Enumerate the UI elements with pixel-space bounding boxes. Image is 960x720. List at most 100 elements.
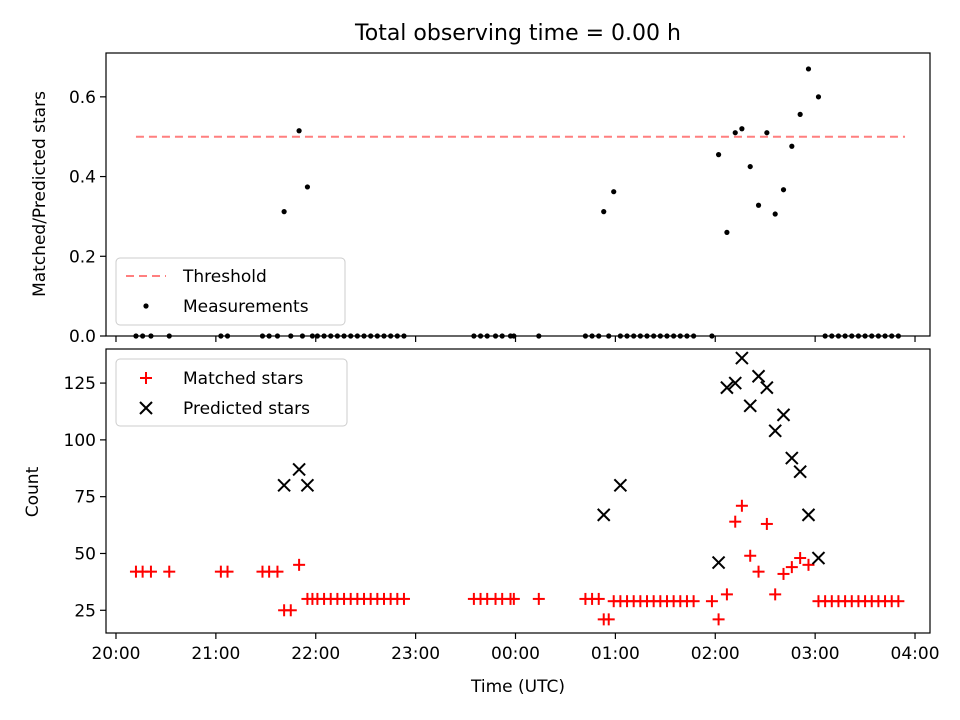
matched-star-point — [271, 565, 284, 578]
chart-title: Total observing time = 0.00 h — [354, 21, 681, 46]
top-y-tick-label: 0.2 — [69, 247, 96, 267]
bottom-plot-frame — [105, 348, 931, 634]
x-tick-label: 01:00 — [591, 644, 640, 664]
matched-star-point — [760, 517, 773, 530]
predicted-star-point — [277, 478, 291, 493]
measurement-point — [780, 187, 787, 193]
bottom-y-tick-label: 25 — [74, 601, 96, 621]
matched-star-point — [592, 592, 605, 605]
matched-star-point — [720, 588, 733, 601]
bottom-panel: 25 50 75 100 125 20:00 21:00 22:00 23:00 00:00 01… — [23, 348, 940, 697]
x-tick-label: 23:00 — [391, 644, 440, 664]
matched-star-point — [777, 567, 790, 580]
legend-predicted-label: Predicted stars — [183, 399, 310, 419]
predicted-star-point — [785, 451, 799, 465]
predicted-star-point — [597, 508, 611, 522]
matched-star-point — [144, 565, 157, 578]
predicted-star-point — [793, 464, 807, 479]
matched-star-point — [284, 604, 297, 617]
matched-star-point — [712, 613, 725, 626]
top-legend-box — [115, 257, 346, 326]
predicted-star-point — [711, 555, 726, 570]
predicted-star-point — [801, 508, 816, 522]
legend-measurements-swatch — [143, 303, 149, 309]
predicted-star-point — [776, 408, 791, 422]
matched-star-point — [802, 558, 815, 571]
predicted-star-point — [768, 424, 782, 438]
measurement-point — [772, 211, 778, 217]
top-plot-frame — [105, 52, 931, 337]
top-panel: 0.0 0.2 0.4 0.6 Matched/Predicted stars Thr… — [30, 52, 931, 347]
predicted-star-point — [292, 462, 306, 477]
bottom-y-tick-label: 50 — [74, 544, 96, 564]
measurement-point — [715, 152, 722, 158]
matched-star-point — [769, 588, 782, 601]
legend-threshold-label: Threshold — [182, 267, 267, 287]
predicted-star-point — [735, 351, 749, 365]
bottom-x-ticks: 20:00 21:00 22:00 23:00 00:00 01:00 02:00 03:00… — [91, 633, 940, 664]
bottom-y-tick-label: 100 — [64, 431, 96, 451]
matched-star-point — [293, 558, 306, 571]
measurement-point — [805, 66, 812, 72]
matched-star-point — [221, 565, 234, 578]
predicted-star-point — [728, 376, 742, 390]
matched-star-point — [397, 592, 410, 605]
matched-star-point — [163, 565, 176, 578]
legend-matched-swatch — [140, 372, 152, 384]
measurement-point — [281, 209, 287, 215]
matched-star-point — [687, 595, 700, 608]
matched-star-point — [785, 561, 798, 574]
matched-star-point — [735, 499, 748, 512]
measurement-point — [732, 130, 738, 136]
legend-matched-label: Matched stars — [183, 369, 303, 389]
legend-predicted-swatch — [139, 401, 153, 415]
predicted-star-point — [760, 380, 774, 395]
measurement-point — [755, 202, 762, 208]
matched-star-point — [744, 549, 757, 562]
x-tick-label: 22:00 — [291, 644, 340, 664]
measurement-point — [739, 126, 745, 132]
x-tick-label: 02:00 — [691, 644, 740, 664]
matched-star-point — [892, 595, 905, 608]
predicted-star-point — [751, 369, 766, 383]
x-tick-label: 04:00 — [891, 644, 940, 664]
matched-star-point — [507, 592, 520, 605]
matched-star-point — [602, 613, 615, 626]
legend-measurements-label: Measurements — [183, 297, 309, 317]
predicted-star-point — [811, 551, 826, 565]
top-y-axis-label: Matched/Predicted stars — [30, 91, 50, 297]
top-y-tick-label: 0.4 — [69, 168, 96, 188]
x-tick-label: 00:00 — [491, 644, 540, 664]
top-y-tick-label: 0.6 — [69, 88, 96, 108]
matched-star-point — [752, 565, 765, 578]
measurement-point — [815, 94, 822, 100]
bottom-legend: Matched stars Predicted stars — [115, 358, 348, 427]
matched-star-point — [729, 515, 742, 528]
bottom-legend-box — [115, 358, 348, 427]
x-tick-label: 03:00 — [791, 644, 840, 664]
x-tick-label: 20:00 — [91, 644, 140, 664]
bottom-y-tick-label: 75 — [74, 488, 96, 508]
measurement-point — [724, 229, 730, 235]
predicted-star-point — [613, 478, 628, 493]
predicted-star-points — [277, 351, 826, 570]
predicted-star-point — [720, 380, 734, 395]
top-y-tick-label: 0.0 — [69, 327, 96, 347]
measurement-point — [601, 209, 607, 215]
top-x-ticks — [115, 336, 916, 342]
measurement-point — [747, 163, 753, 170]
measurement-point — [304, 184, 311, 190]
predicted-star-point — [300, 478, 315, 493]
measurement-point — [797, 111, 803, 117]
measurement-point — [764, 130, 770, 136]
bottom-y-axis-label: Count — [23, 466, 43, 517]
measurement-point — [789, 143, 795, 149]
top-legend: Threshold Measurements — [115, 257, 346, 326]
x-tick-label: 21:00 — [191, 644, 240, 664]
top-y-ticks: 0.0 0.2 0.4 0.6 — [69, 88, 106, 347]
predicted-star-point — [743, 399, 757, 413]
measurement-point — [611, 189, 617, 195]
x-axis-label: Time (UTC) — [470, 677, 565, 697]
matched-star-points — [129, 499, 905, 626]
